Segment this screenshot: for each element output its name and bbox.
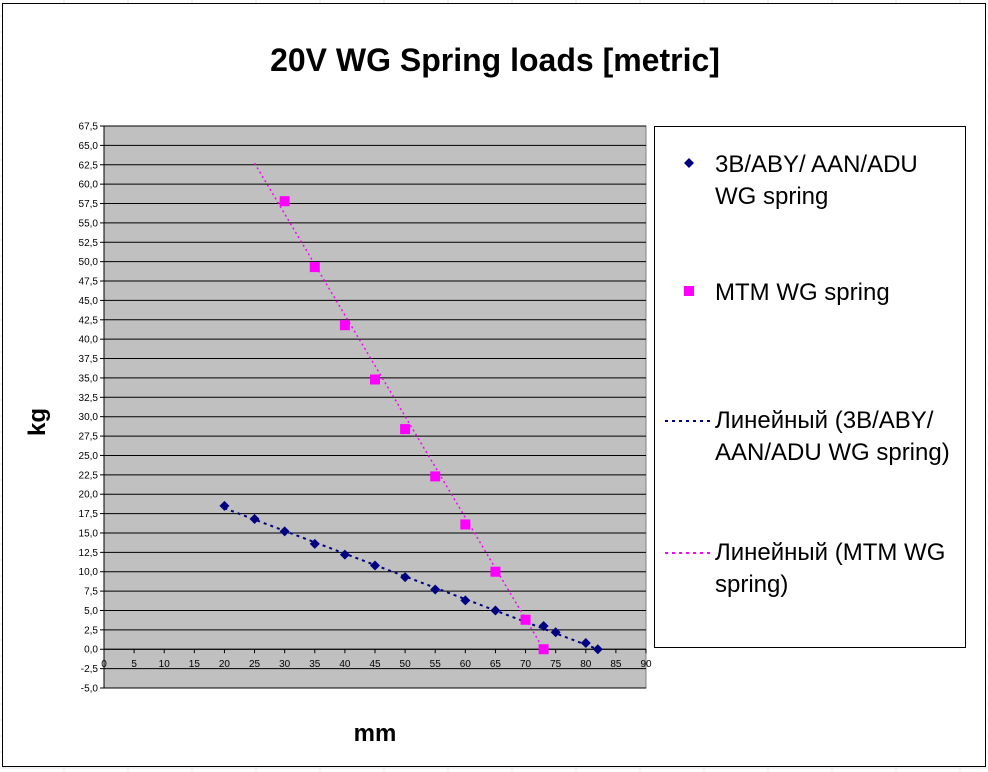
x-tick-label: 40 — [339, 659, 351, 670]
x-tick-label: 25 — [249, 659, 261, 670]
y-tick-label: 55,0 — [79, 218, 99, 229]
y-tick-label: 67,5 — [79, 122, 99, 133]
x-tick-label: 65 — [490, 659, 502, 670]
y-tick-label: 32,5 — [79, 393, 99, 404]
y-tick-label: 12,5 — [79, 548, 99, 559]
data-point-diamond[interactable] — [279, 526, 290, 537]
legend-square-marker — [663, 277, 715, 305]
y-tick-label: 27,5 — [79, 432, 99, 443]
y-tick-label: 57,5 — [79, 199, 99, 210]
data-point-square[interactable] — [309, 262, 320, 273]
data-point-square[interactable] — [279, 196, 290, 207]
legend-label-series-1: 3B/ABY/ AAN/ADU WG spring — [715, 151, 918, 210]
legend-item-trend-1: Линейный (3B/ABY/ AAN/ADU WG spring) — [663, 405, 963, 469]
y-tick-label: 20,0 — [79, 490, 99, 501]
data-point-diamond[interactable] — [370, 560, 380, 571]
data-point-square[interactable] — [460, 519, 471, 530]
y-tick-label: 42,5 — [79, 315, 99, 326]
y-tick-label: 15,0 — [79, 528, 99, 539]
plot-area[interactable] — [103, 125, 647, 689]
x-tick-label: 15 — [189, 659, 201, 670]
y-tick-label: -5,0 — [81, 684, 99, 695]
data-point-square[interactable] — [339, 320, 350, 331]
data-point-diamond[interactable] — [339, 549, 350, 560]
data-point-square[interactable] — [430, 471, 441, 482]
data-point-diamond[interactable] — [580, 638, 591, 649]
x-tick-label: 70 — [520, 659, 532, 670]
x-tick-label: 80 — [580, 659, 592, 670]
legend-item-series-2: MTM WG spring — [663, 277, 963, 309]
legend-diamond-marker — [663, 149, 715, 177]
y-tick-label: 62,5 — [79, 160, 99, 171]
data-point-diamond[interactable] — [400, 572, 411, 583]
chart-title: 20V WG Spring loads [metric] — [270, 42, 720, 78]
y-tick-label: 17,5 — [79, 509, 99, 520]
y-tick-label: 0,0 — [84, 645, 98, 656]
y-tick-label: -2,5 — [81, 664, 99, 675]
data-point-diamond[interactable] — [490, 605, 501, 616]
x-tick-label: 20 — [219, 659, 231, 670]
y-tick-label: 7,5 — [84, 587, 98, 598]
data-point-diamond[interactable] — [430, 584, 441, 595]
data-point-diamond[interactable] — [538, 620, 549, 631]
y-tick-label: 50,0 — [79, 257, 99, 268]
data-point-square[interactable] — [520, 614, 531, 625]
y-tick-label: 37,5 — [79, 354, 99, 365]
data-point-square[interactable] — [490, 566, 501, 577]
y-tick-label: 65,0 — [79, 141, 99, 152]
y-tick-label: 47,5 — [79, 277, 99, 288]
x-tick-label: 55 — [430, 659, 442, 670]
x-tick-label: 60 — [460, 659, 472, 670]
data-point-square[interactable] — [400, 424, 411, 435]
y-tick-label: 25,0 — [79, 451, 99, 462]
x-tick-label: 85 — [610, 659, 622, 670]
legend-label-trend-2: Линейный (MTM WG spring) — [715, 539, 946, 598]
legend-dotted-line-magenta — [663, 537, 715, 565]
y-axis-title: kg — [24, 408, 51, 437]
x-tick-label: 0 — [101, 659, 107, 670]
legend-item-series-1: 3B/ABY/ AAN/ADU WG spring — [663, 149, 963, 213]
legend[interactable]: 3B/ABY/ AAN/ADU WG spring MTM WG spring … — [654, 126, 966, 648]
x-tick-label: 5 — [131, 659, 137, 670]
data-point-diamond[interactable] — [309, 538, 320, 549]
data-point-diamond[interactable] — [249, 514, 260, 525]
x-tick-label: 75 — [550, 659, 562, 670]
data-point-diamond[interactable] — [550, 627, 561, 638]
x-tick-label: 30 — [279, 659, 291, 670]
y-tick-label: 5,0 — [84, 606, 98, 617]
legend-label-trend-1: Линейный (3B/ABY/ AAN/ADU WG spring) — [715, 407, 950, 466]
data-point-diamond[interactable] — [460, 595, 471, 606]
x-tick-label: 45 — [369, 659, 381, 670]
y-tick-label: 52,5 — [79, 238, 99, 249]
legend-item-trend-2: Линейный (MTM WG spring) — [663, 537, 963, 601]
x-tick-label: 35 — [309, 659, 321, 670]
y-tick-label: 2,5 — [84, 625, 98, 636]
data-point-square[interactable] — [370, 374, 380, 385]
legend-dotted-line-navy — [663, 405, 715, 433]
x-axis-title: mm — [353, 720, 397, 747]
y-tick-label: 30,0 — [79, 412, 99, 423]
legend-label-series-2: MTM WG spring — [715, 279, 890, 306]
x-tick-label: 90 — [640, 659, 652, 670]
y-tick-label: 40,0 — [79, 335, 99, 346]
x-tick-label: 50 — [400, 659, 412, 670]
y-tick-label: 45,0 — [79, 296, 99, 307]
y-tick-label: 35,0 — [79, 373, 99, 384]
data-point-diamond[interactable] — [219, 500, 230, 511]
data-point-diamond[interactable] — [592, 644, 603, 655]
data-point-square[interactable] — [538, 644, 549, 655]
y-tick-label: 22,5 — [79, 470, 99, 481]
y-tick-label: 10,0 — [79, 567, 99, 578]
x-tick-label: 10 — [159, 659, 171, 670]
y-tick-label: 60,0 — [79, 180, 99, 191]
